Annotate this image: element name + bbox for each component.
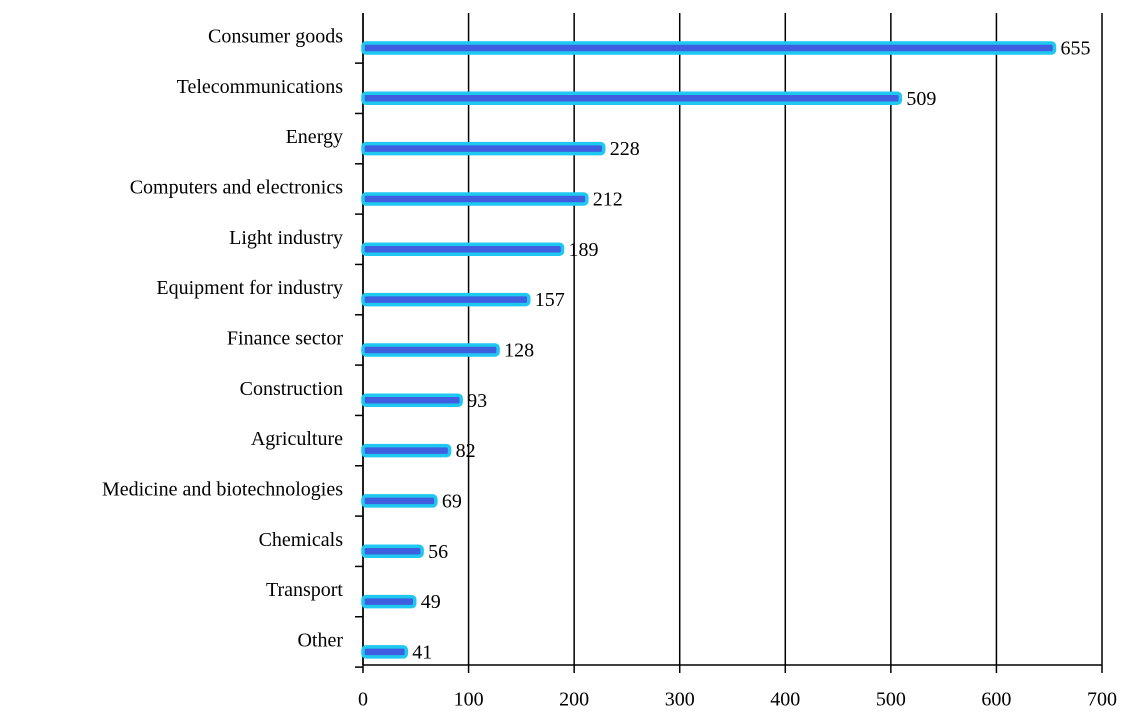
- bar: [361, 91, 903, 106]
- y-tick-label: Medicine and biotechnologies: [102, 479, 343, 501]
- bar: [361, 443, 452, 458]
- bar: [361, 292, 531, 307]
- x-tick-label: 600: [981, 689, 1011, 711]
- x-tick-label: 100: [454, 689, 484, 711]
- x-tick-label: 700: [1087, 689, 1117, 711]
- value-label: 56: [428, 541, 448, 563]
- y-tick-label: Construction: [240, 378, 343, 400]
- x-tick-label: 300: [665, 689, 695, 711]
- y-tick-label: Equipment for industry: [156, 277, 343, 299]
- value-label: 655: [1060, 38, 1090, 60]
- y-tick-label: Energy: [286, 126, 343, 148]
- y-tick-label: Transport: [266, 579, 343, 601]
- y-tick-label: Computers and electronics: [130, 177, 343, 199]
- x-tick-label: 200: [559, 689, 589, 711]
- value-label: 41: [412, 642, 432, 664]
- value-label: 128: [504, 340, 534, 362]
- value-label: 49: [421, 591, 441, 613]
- bar: [361, 645, 409, 659]
- bar: [361, 242, 565, 257]
- value-label: 228: [610, 138, 640, 160]
- x-tick-label: 400: [770, 689, 800, 711]
- y-tick-label: Chemicals: [259, 529, 344, 551]
- y-tick-label: Light industry: [229, 227, 343, 249]
- value-label: 82: [456, 440, 476, 462]
- bar: [361, 41, 1057, 55]
- y-tick-label: Agriculture: [251, 428, 343, 450]
- bar: [361, 393, 463, 408]
- bar: [361, 494, 438, 508]
- y-tick-label: Consumer goods: [208, 26, 343, 48]
- bar: [361, 544, 424, 559]
- x-tick-label: 500: [876, 689, 906, 711]
- value-label: 93: [467, 390, 487, 412]
- value-label: 157: [535, 289, 565, 311]
- bar: [361, 343, 500, 357]
- value-label: 69: [442, 491, 462, 513]
- bar: [361, 192, 589, 206]
- bar: [361, 141, 606, 156]
- value-label: 509: [906, 88, 936, 110]
- y-tick-label: Finance sector: [227, 328, 343, 350]
- value-label: 189: [569, 239, 599, 261]
- bar: [361, 594, 417, 609]
- x-tick-label: 0: [358, 689, 368, 711]
- y-tick-label: Telecommunications: [177, 76, 344, 98]
- y-tick-label: Other: [297, 630, 343, 652]
- value-label: 212: [593, 189, 623, 211]
